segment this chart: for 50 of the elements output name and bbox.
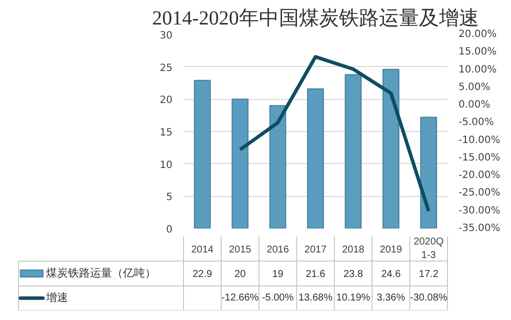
bar [232,98,248,228]
bar [344,74,362,228]
y2-tick-label: 5.00% [458,82,490,93]
data-label: 22.9 [192,269,213,280]
x-tick-label: 2016 [266,244,290,256]
chart-title: 2014-2020年中国煤炭铁路运量及增速 [152,8,479,30]
y-tick-label: 15 [160,128,173,138]
y2-tick-label: -30.00% [458,205,500,216]
data-label: 21.6 [306,269,326,280]
data-label: -12.66% [221,292,259,304]
y2-tick-label: 0.00% [458,100,490,111]
legend-label: 煤炭铁路运量（亿吨） [46,266,156,280]
x-tick-label: 2014 [191,244,214,256]
data-label: 17.2 [418,269,439,280]
y2-tick-label: 20.00% [458,29,497,40]
bar [382,68,400,228]
y2-tick-label: -10.00% [458,134,500,146]
data-label: -5.00% [262,292,294,304]
y-tick-label: 5 [166,192,173,204]
x-tick-label: 2015 [228,244,252,256]
bar [269,105,286,228]
data-label: 13.68% [298,292,333,304]
x-tick-label: 2020Q1-3 [414,236,444,261]
data-label: 10.19% [336,292,370,304]
y2-tick-label: -25.00% [458,188,500,199]
data-label: 20 [234,269,246,280]
data-label: 19 [272,269,284,280]
data-label: 23.8 [343,269,364,280]
bar [194,80,211,228]
data-label: 24.6 [381,269,402,280]
x-tick-label: 2018 [342,244,365,256]
bar [307,88,324,228]
y2-tick-label: -35.00% [458,223,500,234]
y2-tick-label: -15.00% [458,152,500,164]
y-tick-label: 20 [160,95,173,106]
y2-tick-label: 15.00% [458,46,497,58]
y2-tick-label: -20.00% [458,170,500,182]
y-tick-label: 30 [160,30,173,42]
bar [420,116,438,228]
y2-tick-label: 10.00% [458,64,497,76]
line-series [238,55,430,213]
data-label: -30.08% [410,292,448,304]
y-tick-label: 0 [166,224,173,236]
y2-tick-label: -5.00% [458,117,494,128]
y-tick-label: 25 [160,62,173,74]
y-tick-label: 10 [160,160,173,171]
x-tick-label: 2017 [304,244,328,256]
data-label: 3.36% [376,292,406,304]
x-tick-label: 2019 [380,244,402,256]
legend-label: 增速 [45,291,68,304]
